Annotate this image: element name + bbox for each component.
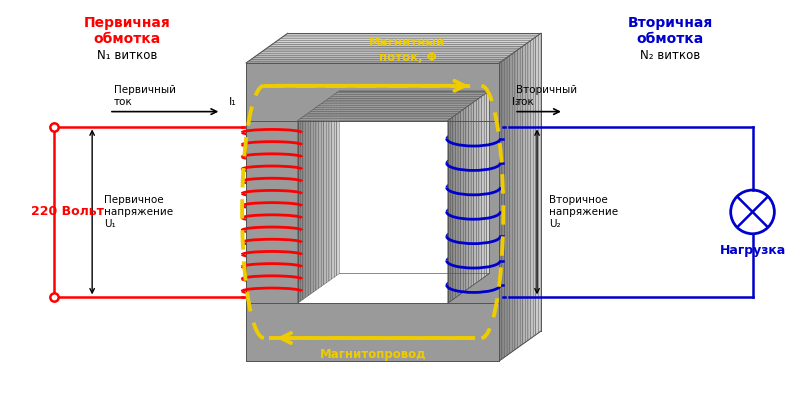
Polygon shape	[282, 35, 538, 37]
Polygon shape	[316, 106, 318, 290]
Polygon shape	[518, 48, 520, 348]
Polygon shape	[471, 102, 474, 286]
Polygon shape	[482, 94, 484, 279]
Polygon shape	[278, 39, 533, 41]
Polygon shape	[526, 42, 528, 342]
Polygon shape	[329, 96, 482, 98]
Text: Первичное
напряжение
U₁: Первичное напряжение U₁	[104, 195, 173, 228]
Polygon shape	[484, 93, 486, 277]
Polygon shape	[308, 111, 461, 113]
Polygon shape	[298, 119, 450, 120]
Text: Магнитный
поток, Φ: Магнитный поток, Φ	[370, 36, 446, 64]
Polygon shape	[300, 117, 453, 119]
Polygon shape	[466, 106, 469, 290]
Polygon shape	[337, 91, 490, 93]
Polygon shape	[448, 120, 499, 303]
Polygon shape	[303, 115, 455, 117]
Text: Вторичное
напряжение
U₂: Вторичное напряжение U₂	[549, 195, 618, 228]
Polygon shape	[306, 113, 458, 115]
Polygon shape	[257, 54, 512, 56]
Polygon shape	[318, 104, 471, 106]
Polygon shape	[453, 115, 455, 300]
Polygon shape	[326, 98, 479, 100]
Polygon shape	[324, 100, 476, 102]
Polygon shape	[479, 96, 482, 281]
Polygon shape	[337, 91, 339, 275]
Polygon shape	[515, 50, 518, 350]
Polygon shape	[520, 46, 522, 346]
Polygon shape	[448, 119, 450, 303]
Polygon shape	[510, 54, 512, 354]
Polygon shape	[262, 50, 518, 52]
Text: Вторичный
ток: Вторичный ток	[516, 85, 578, 107]
Polygon shape	[254, 56, 510, 57]
Polygon shape	[316, 106, 469, 108]
Polygon shape	[321, 102, 324, 286]
Text: Первичный
ток: Первичный ток	[114, 85, 176, 107]
Polygon shape	[310, 109, 314, 294]
Polygon shape	[474, 100, 476, 285]
Polygon shape	[246, 303, 499, 361]
Polygon shape	[499, 61, 502, 361]
Polygon shape	[505, 57, 507, 357]
Polygon shape	[314, 108, 466, 109]
Polygon shape	[251, 57, 507, 59]
Polygon shape	[246, 61, 502, 63]
Polygon shape	[306, 113, 308, 298]
Polygon shape	[332, 94, 484, 96]
Polygon shape	[318, 104, 321, 288]
Text: I₂: I₂	[512, 97, 519, 107]
Text: I₁: I₁	[229, 97, 237, 107]
Polygon shape	[272, 42, 528, 44]
Polygon shape	[321, 102, 474, 104]
Polygon shape	[512, 52, 515, 352]
Polygon shape	[280, 37, 536, 39]
Polygon shape	[463, 108, 466, 292]
Polygon shape	[259, 52, 515, 54]
Polygon shape	[332, 94, 334, 279]
Polygon shape	[310, 109, 463, 111]
Polygon shape	[246, 120, 298, 303]
Polygon shape	[274, 41, 530, 42]
Polygon shape	[326, 98, 329, 283]
Polygon shape	[486, 91, 490, 275]
Text: Вторичная
обмотка: Вторичная обмотка	[627, 16, 713, 46]
Text: N₁ витков: N₁ витков	[97, 49, 157, 62]
Polygon shape	[334, 93, 337, 277]
Polygon shape	[538, 33, 541, 333]
Text: 220 Вольт: 220 Вольт	[30, 206, 103, 218]
Polygon shape	[450, 117, 453, 302]
Polygon shape	[324, 100, 326, 285]
Polygon shape	[458, 111, 461, 296]
Polygon shape	[476, 98, 479, 283]
Text: Нагрузка: Нагрузка	[719, 244, 786, 257]
Polygon shape	[461, 109, 463, 294]
Polygon shape	[267, 46, 522, 48]
Polygon shape	[334, 93, 486, 94]
Polygon shape	[502, 59, 505, 359]
Polygon shape	[522, 44, 526, 344]
Polygon shape	[507, 56, 510, 355]
Polygon shape	[469, 104, 471, 288]
Text: Магнитопровод: Магнитопровод	[319, 348, 426, 361]
Polygon shape	[264, 48, 520, 50]
Polygon shape	[285, 33, 541, 35]
Polygon shape	[329, 96, 332, 281]
Polygon shape	[533, 37, 536, 337]
Polygon shape	[249, 59, 505, 61]
Polygon shape	[455, 113, 458, 298]
Text: N₂ витков: N₂ витков	[640, 49, 700, 62]
Polygon shape	[270, 44, 526, 46]
Polygon shape	[314, 108, 316, 292]
Text: Первичная
обмотка: Первичная обмотка	[83, 16, 170, 46]
Polygon shape	[528, 41, 530, 340]
Polygon shape	[246, 63, 499, 120]
Polygon shape	[530, 39, 533, 338]
Polygon shape	[536, 35, 538, 335]
Polygon shape	[308, 111, 310, 296]
Polygon shape	[300, 117, 303, 302]
Polygon shape	[298, 119, 300, 303]
Polygon shape	[303, 115, 306, 300]
